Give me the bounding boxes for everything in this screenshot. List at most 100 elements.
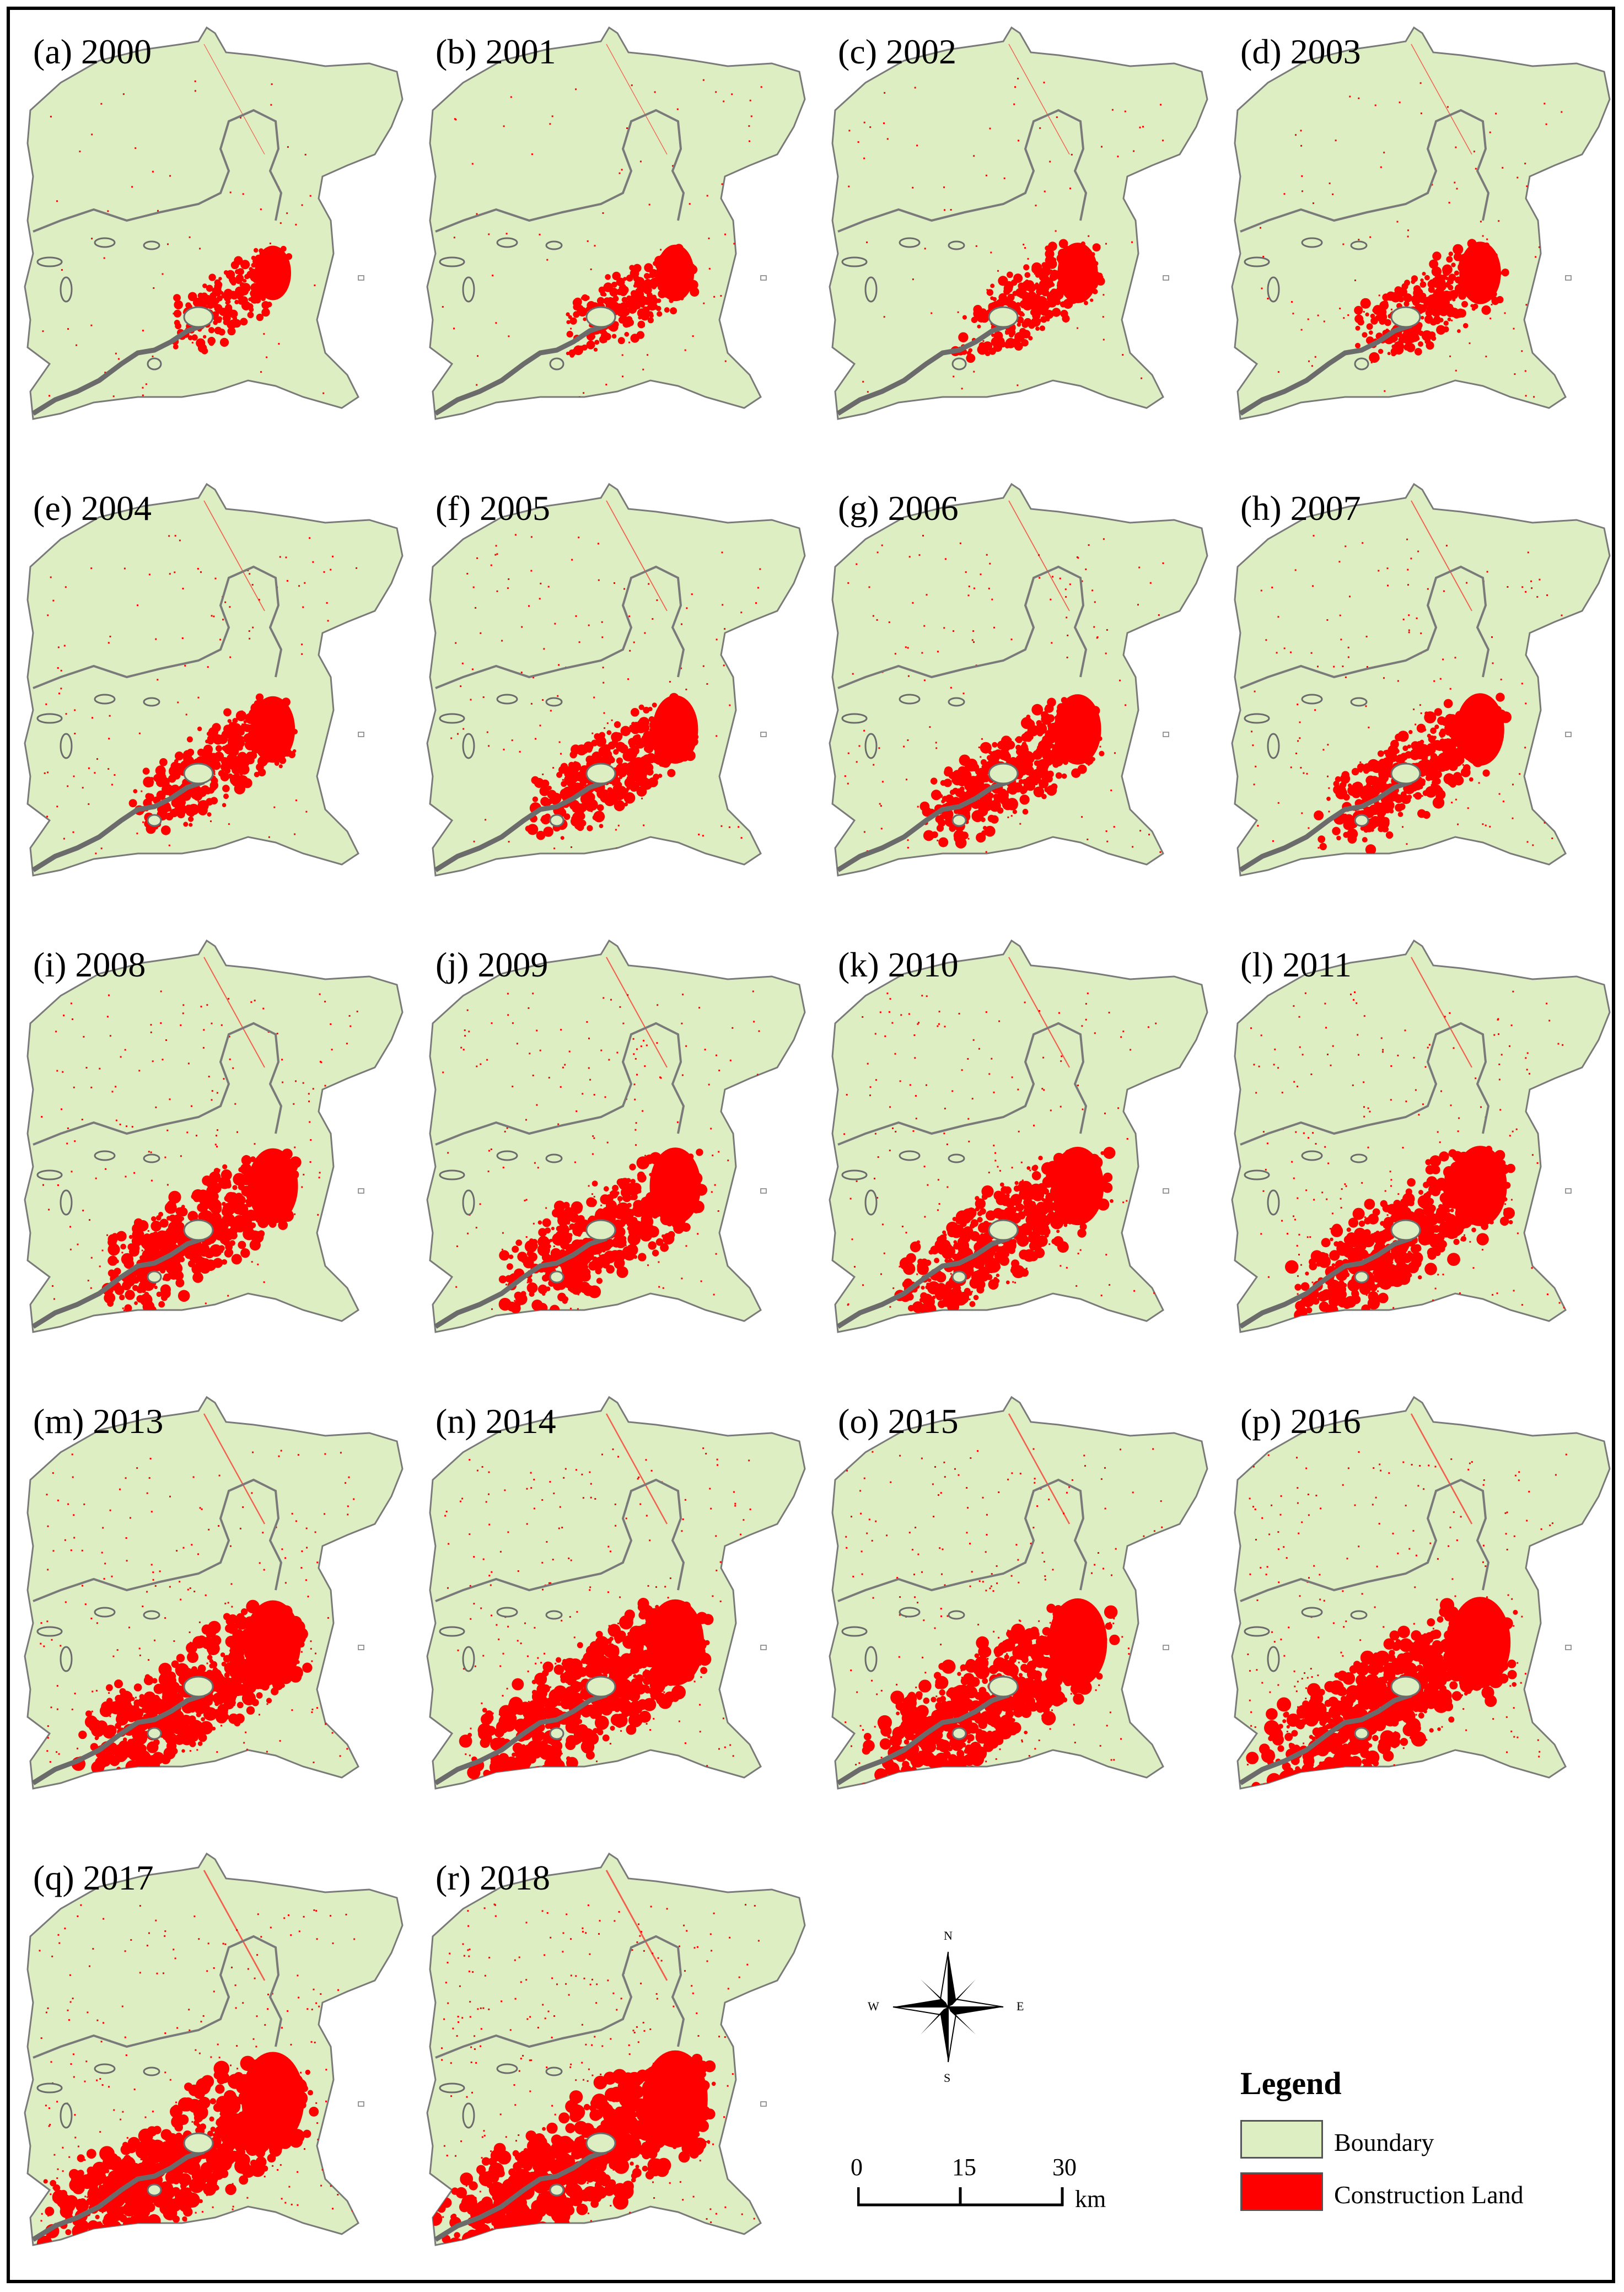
construction-speck <box>211 1099 213 1101</box>
construction-speck <box>1495 718 1497 720</box>
construction-patch <box>166 806 170 809</box>
construction-patch <box>1492 292 1497 297</box>
construction-speck <box>866 241 868 243</box>
construction-speck <box>1439 678 1442 680</box>
construction-patch <box>657 311 663 317</box>
construction-speck <box>714 1184 716 1186</box>
construction-speck <box>1378 570 1380 572</box>
construction-speck <box>603 712 605 714</box>
district-boundary <box>1240 565 1490 689</box>
water-body <box>143 697 160 707</box>
construction-speck <box>508 841 510 843</box>
construction-patch <box>1006 798 1018 810</box>
construction-patch <box>128 799 137 808</box>
water-body <box>549 1270 564 1284</box>
construction-speck <box>856 563 858 565</box>
construction-speck <box>72 1018 73 1021</box>
construction-speck <box>95 852 97 855</box>
construction-patch <box>1408 730 1413 734</box>
construction-speck <box>480 632 482 634</box>
construction-speck <box>174 535 176 537</box>
construction-patch <box>1001 790 1007 796</box>
construction-speck <box>633 1083 636 1086</box>
construction-patch <box>1047 697 1056 707</box>
construction-patch <box>605 274 611 280</box>
construction-speck <box>61 269 63 271</box>
construction-patch <box>266 302 272 308</box>
construction-speck <box>658 1261 660 1263</box>
construction-patch <box>1352 786 1360 795</box>
construction-patch <box>1091 271 1100 281</box>
construction-speck <box>968 586 970 588</box>
construction-patch <box>1464 728 1470 735</box>
construction-speck <box>191 1105 192 1107</box>
construction-speck <box>1478 846 1481 848</box>
construction-speck <box>1124 110 1126 112</box>
construction-patch <box>931 790 942 801</box>
construction-patch <box>185 302 191 309</box>
construction-speck <box>732 1027 734 1029</box>
construction-speck <box>993 626 995 629</box>
construction-speck <box>210 820 212 822</box>
construction-speck <box>1051 260 1053 262</box>
construction-patch <box>173 294 181 302</box>
construction-speck <box>491 1308 493 1310</box>
construction-speck <box>463 1049 465 1051</box>
construction-patch <box>1020 749 1031 760</box>
construction-speck <box>1375 782 1377 784</box>
construction-speck <box>663 727 665 729</box>
construction-patch <box>1496 693 1505 702</box>
construction-patch <box>615 1258 625 1268</box>
construction-speck <box>648 583 650 585</box>
construction-speck <box>1049 160 1051 163</box>
construction-speck <box>1486 291 1488 293</box>
construction-speck <box>1111 109 1114 111</box>
construction-speck <box>1051 642 1053 644</box>
small-enclave <box>358 732 364 737</box>
construction-patch <box>1007 293 1015 302</box>
construction-patch <box>1089 741 1095 747</box>
construction-speck <box>506 233 508 235</box>
water-body <box>899 237 921 248</box>
construction-patch <box>1446 278 1453 285</box>
construction-patch <box>1378 348 1384 354</box>
construction-patch <box>248 297 252 302</box>
construction-patch <box>977 1217 983 1223</box>
construction-patch <box>577 786 582 791</box>
construction-patch <box>270 291 277 298</box>
construction-patch <box>221 1169 232 1180</box>
construction-patch <box>1012 809 1017 814</box>
construction-speck <box>229 656 232 658</box>
construction-speck <box>132 1238 135 1240</box>
construction-speck <box>214 1144 217 1146</box>
construction-patch <box>549 1305 560 1315</box>
construction-speck <box>560 1029 562 1031</box>
construction-patch <box>670 1214 682 1226</box>
construction-patch <box>606 1200 617 1211</box>
construction-patch <box>1482 769 1490 777</box>
construction-speck <box>1317 314 1319 316</box>
construction-patch <box>1058 747 1063 751</box>
construction-speck <box>464 1035 466 1037</box>
construction-patch <box>1418 304 1427 313</box>
water-body <box>60 1189 73 1216</box>
construction-speck <box>612 784 614 786</box>
construction-speck <box>266 356 268 358</box>
construction-speck <box>1524 163 1526 165</box>
construction-patch <box>981 795 992 806</box>
construction-patch <box>1069 701 1079 711</box>
construction-patch <box>1418 330 1424 336</box>
construction-speck <box>1489 825 1491 828</box>
construction-speck <box>986 289 988 291</box>
construction-patch <box>941 799 945 804</box>
construction-patch <box>233 729 242 739</box>
construction-patch <box>1455 711 1465 721</box>
construction-patch <box>652 1213 658 1219</box>
construction-speck <box>73 1086 75 1088</box>
construction-speck <box>733 745 735 748</box>
construction-speck <box>1502 696 1504 698</box>
construction-patch <box>1098 736 1103 741</box>
construction-speck <box>1314 709 1316 711</box>
construction-patch <box>111 1233 118 1239</box>
construction-patch <box>1406 343 1416 352</box>
